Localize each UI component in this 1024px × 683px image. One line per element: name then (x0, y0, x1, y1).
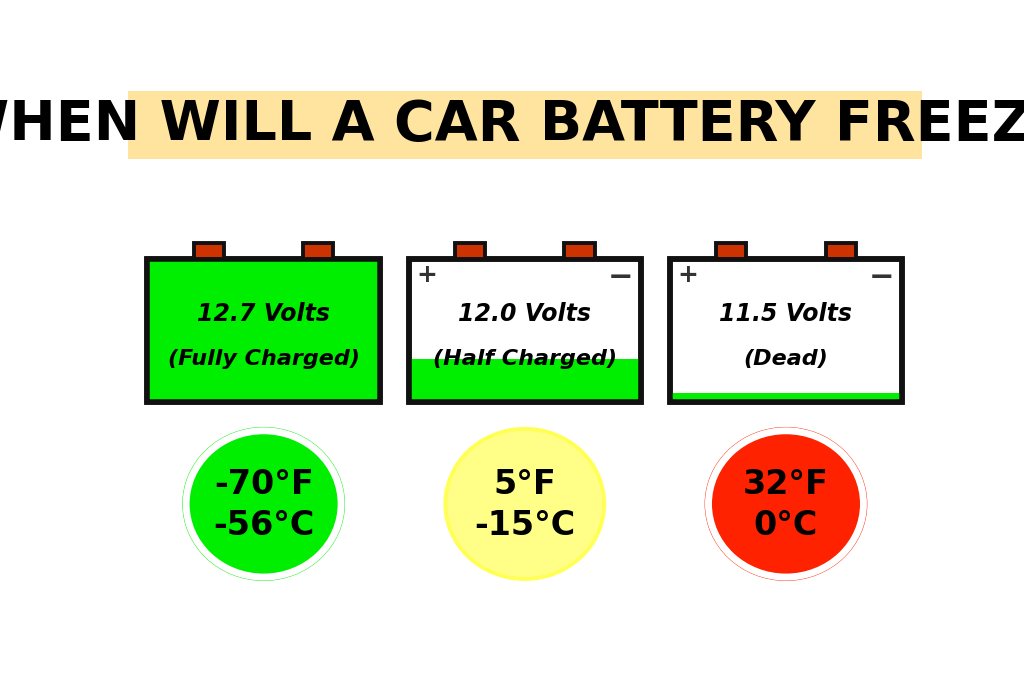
Text: WHEN WILL A CAR BATTERY FREEZE?: WHEN WILL A CAR BATTERY FREEZE? (0, 98, 1024, 152)
Text: 12.0 Volts: 12.0 Volts (459, 302, 591, 326)
Text: −: − (869, 263, 895, 292)
Bar (670, 260, 902, 402)
Text: -15°C: -15°C (474, 509, 575, 542)
Text: 11.5 Volts: 11.5 Volts (720, 302, 852, 326)
Text: -56°C: -56°C (213, 509, 314, 542)
Text: +: + (417, 263, 437, 288)
Text: 5°F: 5°F (494, 468, 556, 501)
Bar (409, 359, 641, 402)
Bar (409, 260, 641, 402)
Text: (Dead): (Dead) (743, 349, 828, 369)
Text: +: + (678, 263, 698, 288)
Bar (825, 243, 856, 260)
Bar (147, 260, 380, 402)
Bar (409, 260, 641, 402)
Bar (564, 243, 595, 260)
Bar (716, 243, 746, 260)
Text: -70°F: -70°F (214, 468, 313, 501)
Ellipse shape (443, 427, 606, 581)
Bar (147, 260, 380, 402)
Bar (670, 260, 902, 402)
Bar (194, 243, 224, 260)
Text: 0°C: 0°C (754, 509, 818, 542)
Bar (128, 92, 922, 159)
Ellipse shape (182, 427, 345, 581)
Bar (147, 260, 380, 402)
Ellipse shape (709, 431, 863, 577)
Ellipse shape (705, 427, 867, 581)
Text: (Half Charged): (Half Charged) (433, 349, 616, 369)
Text: 12.7 Volts: 12.7 Volts (198, 302, 330, 326)
Bar (670, 393, 902, 402)
Bar (303, 243, 334, 260)
Bar (455, 243, 485, 260)
Ellipse shape (186, 431, 341, 577)
Text: (Fully Charged): (Fully Charged) (168, 349, 359, 369)
Ellipse shape (447, 431, 602, 577)
Text: 32°F: 32°F (743, 468, 828, 501)
Text: −: − (608, 263, 633, 292)
